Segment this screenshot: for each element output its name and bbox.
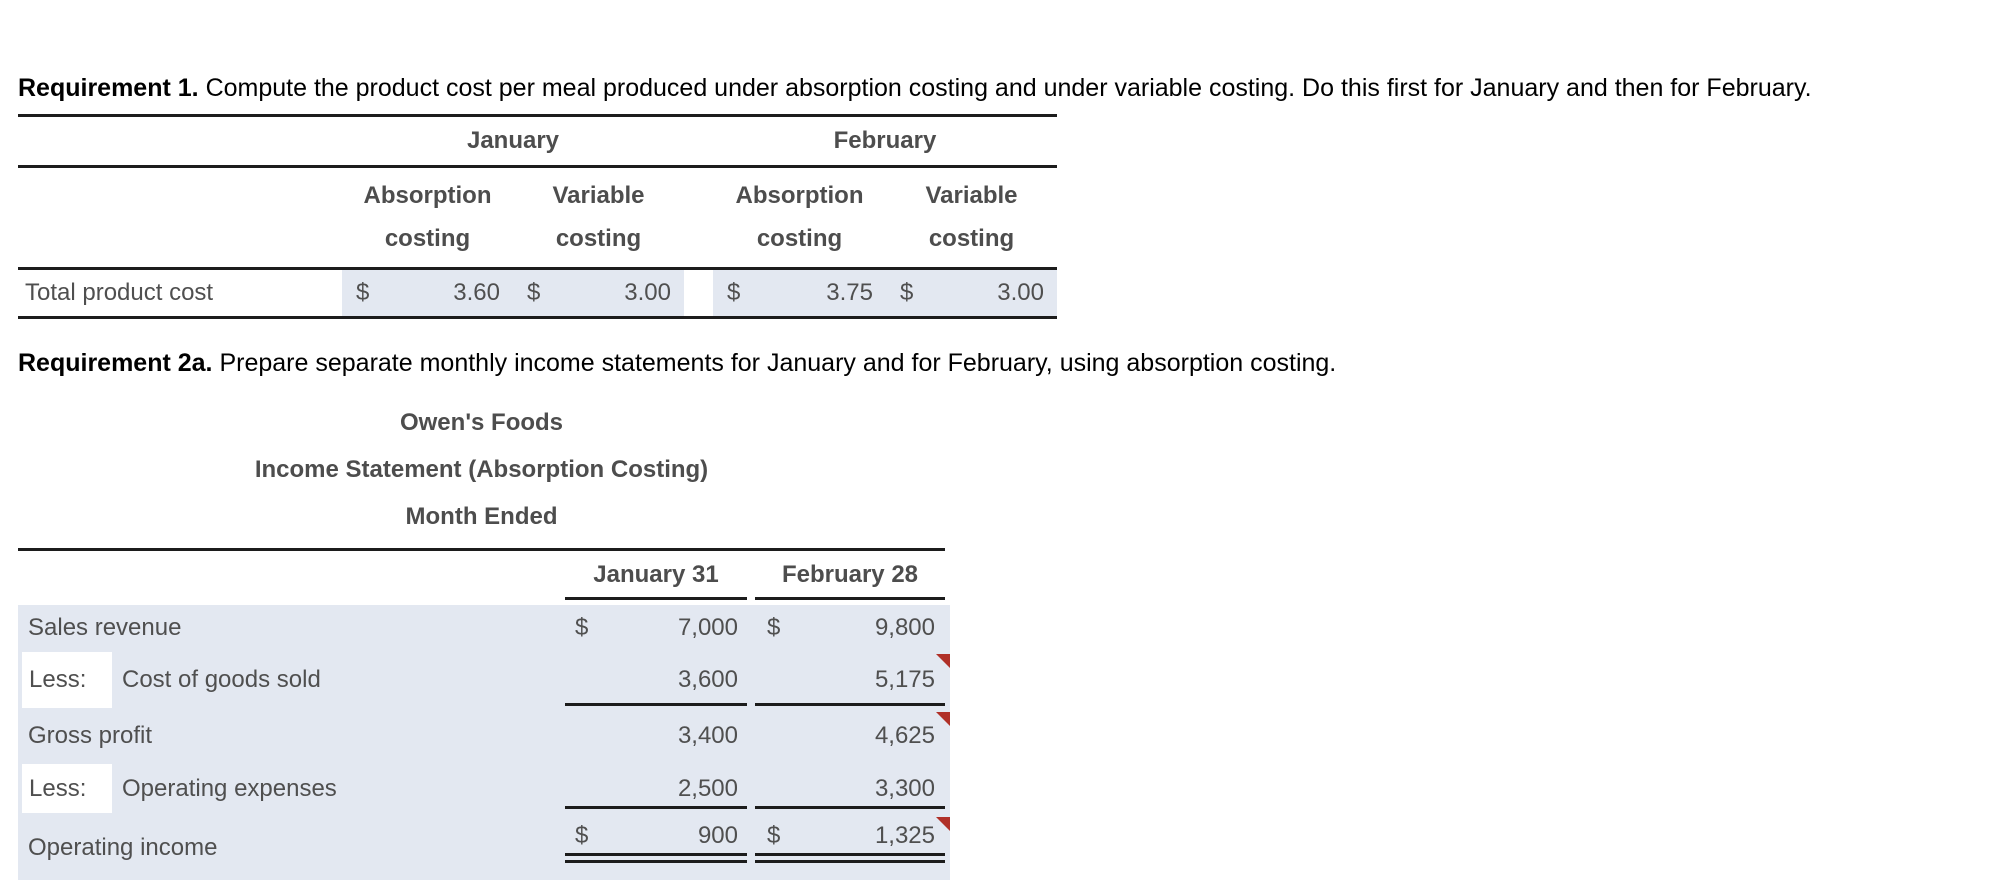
- column-header-line2: costing: [555, 224, 642, 252]
- column-header-jan-absorption: Absorption costing: [342, 168, 513, 267]
- requirement-1-text: Requirement 1. Compute the product cost …: [18, 73, 1812, 103]
- input-cell-jan-sales-revenue[interactable]: $ 7,000: [565, 605, 747, 650]
- row-label: Operating expenses: [122, 774, 337, 802]
- total-double-underline: [755, 860, 945, 863]
- currency-symbol: $: [527, 279, 541, 306]
- subtotal-underline: [565, 806, 747, 809]
- table-border: [18, 114, 1057, 117]
- row-label: Operating income: [28, 833, 218, 861]
- row-label: Cost of goods sold: [122, 666, 321, 693]
- total-double-underline: [565, 853, 747, 856]
- currency-symbol: $: [900, 279, 914, 306]
- statement-company-name: Owen's Foods: [399, 409, 564, 436]
- cell-value: 3.00: [624, 279, 671, 306]
- row-label: Gross profit: [28, 722, 153, 749]
- input-cell-feb-gross-profit[interactable]: 4,625: [755, 710, 945, 762]
- table-row-gross-profit: Gross profit 3,400 4,625: [18, 710, 950, 762]
- currency-symbol: $: [767, 613, 781, 641]
- less-label: Less:: [29, 666, 87, 693]
- currency-symbol: $: [575, 613, 589, 641]
- column-header-line1: Absorption: [363, 182, 492, 210]
- cell-value: 3.75: [826, 279, 873, 306]
- cell-value: 3.00: [997, 279, 1044, 306]
- column-header-line1: Absorption: [735, 182, 864, 210]
- cell-value: 5,175: [874, 666, 935, 693]
- column-group-february: February: [833, 127, 937, 154]
- input-cell-feb-cogs[interactable]: 5,175: [755, 650, 945, 710]
- table-row-total-product-cost: Total product cost $ 3.60 $ 3.00 $ 3.75 …: [18, 270, 1057, 316]
- product-cost-table: January February Absorption costing Vari…: [18, 114, 1057, 319]
- cell-value: 9,800: [874, 613, 935, 641]
- subtotal-underline: [755, 703, 945, 706]
- input-cell-jan-gross-profit[interactable]: 3,400: [565, 710, 747, 762]
- less-selector[interactable]: Less:: [22, 764, 112, 813]
- column-header-line2: costing: [756, 224, 843, 252]
- column-header-feb-variable: Variable costing: [886, 168, 1057, 267]
- cell-value: 3,600: [677, 666, 738, 693]
- total-double-underline: [755, 853, 945, 856]
- input-cell-feb-absorption[interactable]: $ 3.75: [713, 270, 886, 316]
- table-border: [18, 267, 1057, 270]
- total-double-underline: [565, 860, 747, 863]
- cell-value: 3,400: [677, 722, 738, 749]
- column-header-jan-variable: Variable costing: [513, 168, 684, 267]
- income-statement-body: Sales revenue $ 7,000 $ 9,800 Less: Cost…: [18, 605, 950, 880]
- less-selector[interactable]: Less:: [22, 652, 112, 708]
- column-header-line1: Variable: [552, 182, 645, 210]
- statement-subtitle: Month Ended: [405, 503, 558, 530]
- cell-value: 1,325: [874, 822, 935, 849]
- statement-title: Income Statement (Absorption Costing): [254, 456, 709, 483]
- requirement-1-label: Requirement 1.: [18, 74, 199, 102]
- input-cell-feb-operating-expenses[interactable]: 3,300: [755, 762, 945, 815]
- feedback-marker-icon[interactable]: [936, 712, 950, 726]
- input-cell-jan-operating-expenses[interactable]: 2,500: [565, 762, 747, 815]
- input-cell-feb-operating-income[interactable]: $ 1,325: [755, 815, 945, 880]
- less-label: Less:: [29, 774, 87, 802]
- row-label: Total product cost: [25, 279, 214, 306]
- cell-value: 3,300: [874, 774, 935, 802]
- table-border: [18, 548, 945, 551]
- subtotal-underline: [565, 703, 747, 706]
- cell-value: 900: [697, 822, 738, 849]
- table-border: [18, 165, 1057, 168]
- input-cell-jan-operating-income[interactable]: $ 900: [565, 815, 747, 880]
- table-row-sales-revenue: Sales revenue $ 7,000 $ 9,800: [18, 605, 950, 650]
- currency-symbol: $: [356, 279, 370, 306]
- column-underline: [565, 597, 747, 600]
- row-label: Sales revenue: [28, 613, 182, 641]
- cell-value: 7,000: [677, 613, 738, 641]
- income-statement-table: January 31 February 28 Sales revenue $ 7…: [18, 548, 950, 880]
- input-cell-jan-absorption[interactable]: $ 3.60: [342, 270, 513, 316]
- table-row-cost-of-goods-sold: Less: Cost of goods sold 3,600 5,175: [18, 650, 950, 710]
- subtotal-underline: [755, 806, 945, 809]
- column-underline: [755, 597, 945, 600]
- cell-value: 3.60: [453, 279, 500, 306]
- column-group-january: January: [466, 127, 560, 154]
- column-header-line2: costing: [384, 224, 471, 252]
- currency-symbol: $: [727, 279, 741, 306]
- requirement-1-body: Compute the product cost per meal produc…: [205, 74, 1812, 102]
- column-header-line1: Variable: [925, 182, 1018, 210]
- input-cell-jan-variable[interactable]: $ 3.00: [513, 270, 684, 316]
- requirement-2a-text: Requirement 2a. Prepare separate monthly…: [18, 348, 1336, 378]
- feedback-marker-icon[interactable]: [936, 817, 950, 831]
- input-cell-jan-cogs[interactable]: 3,600: [565, 650, 747, 710]
- requirement-2a-body: Prepare separate monthly income statemen…: [219, 349, 1337, 377]
- input-cell-feb-sales-revenue[interactable]: $ 9,800: [755, 605, 945, 650]
- column-header-line2: costing: [928, 224, 1015, 252]
- column-header-feb-absorption: Absorption costing: [713, 168, 886, 267]
- table-border: [18, 316, 1057, 319]
- feedback-marker-icon[interactable]: [936, 654, 950, 668]
- cell-value: 4,625: [874, 722, 935, 749]
- requirement-2a-label: Requirement 2a.: [18, 349, 213, 377]
- table-row-operating-expenses: Less: Operating expenses 2,500 3,300: [18, 762, 950, 815]
- currency-symbol: $: [575, 822, 589, 849]
- column-header-january-31: January 31: [593, 561, 719, 588]
- cell-value: 2,500: [677, 774, 738, 802]
- table-row-operating-income: Operating income $ 900 $ 1,325: [18, 815, 950, 880]
- input-cell-feb-variable[interactable]: $ 3.00: [886, 270, 1057, 316]
- column-header-february-28: February 28: [781, 561, 919, 588]
- currency-symbol: $: [767, 822, 781, 849]
